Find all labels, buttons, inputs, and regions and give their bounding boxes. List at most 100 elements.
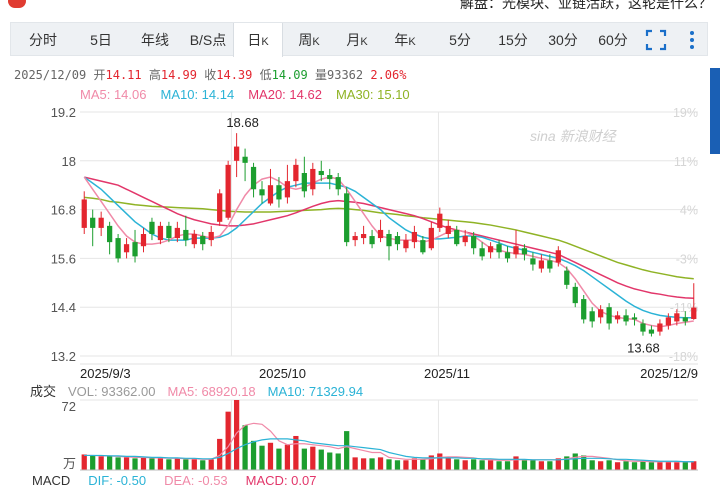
candle-body [267, 185, 274, 204]
candle-body [581, 299, 587, 320]
candle-body [691, 307, 697, 319]
pct-tick-label: -3% [676, 252, 698, 266]
tab-11[interactable]: 60分 [591, 23, 635, 56]
tab-label: 分时 [29, 32, 57, 48]
volume-bar [157, 458, 164, 470]
date-label: 2025/12/9 [640, 366, 698, 381]
candle-body [403, 240, 409, 249]
volume-bar [123, 457, 130, 470]
candle-body [183, 229, 189, 241]
vol-axis-top: 72 [62, 399, 76, 414]
volume-bar [318, 449, 324, 470]
tab-k-suffix: K [408, 36, 416, 48]
tab-label: 月 [346, 32, 361, 48]
volume-bar [631, 462, 638, 470]
fullscreen-icon[interactable] [645, 29, 667, 51]
volume-bar [437, 453, 443, 470]
volume-bar [352, 457, 358, 470]
volume-bar [411, 458, 418, 470]
volume-bar [648, 462, 655, 470]
candle-body [360, 234, 367, 239]
vol_ma10-line [84, 438, 694, 463]
date-label: 2025/10 [259, 366, 306, 381]
tab-9[interactable]: 15分 [491, 23, 535, 56]
tab-1[interactable]: 5日 [83, 23, 119, 56]
candle-body [606, 307, 612, 324]
candle-body [589, 311, 595, 322]
volume-bar [454, 459, 460, 470]
candle-body [284, 181, 291, 198]
close-value: 14.39 [216, 68, 253, 82]
volume-bar [90, 455, 96, 470]
volume-bar [250, 440, 257, 470]
tab-8[interactable]: 5分 [441, 23, 479, 56]
candle-body [344, 193, 350, 243]
candle-body [547, 260, 553, 269]
side-promo-strip[interactable] [710, 68, 720, 154]
tab-0[interactable]: 分时 [25, 23, 61, 56]
tab-k-suffix: K [261, 36, 269, 48]
volume-bar [301, 448, 307, 470]
high-value: 14.99 [160, 68, 197, 82]
tab-10[interactable]: 30分 [541, 23, 585, 56]
malegend-item: MA5: 14.06 [80, 87, 147, 102]
volume-bar [191, 459, 197, 470]
volume-bar [132, 458, 138, 470]
vollegend-item: 成交 [30, 384, 57, 399]
tab-7[interactable]: 年K [385, 23, 425, 56]
tab-5[interactable]: 周K [289, 23, 329, 56]
tab-3[interactable]: B/S点 [183, 23, 233, 56]
volume-bar [208, 459, 214, 470]
candle-body [564, 270, 570, 285]
candle-body [513, 246, 519, 255]
volume-bar [496, 461, 502, 470]
vol_ma5-line [84, 422, 694, 463]
candle-body [462, 236, 468, 243]
tab-label: 60分 [598, 32, 628, 48]
pct-tick-label: 19% [673, 106, 698, 120]
price-tick-label: 15.6 [51, 251, 76, 266]
malegend-item: MA20: 14.62 [248, 87, 322, 102]
volume-bar [547, 461, 553, 470]
ohlc-date: 2025/12/09 [14, 68, 87, 82]
candle-body [682, 317, 688, 322]
tab-k-suffix: K [360, 36, 368, 48]
vertical-dots-icon[interactable] [681, 29, 703, 51]
volume-bar [360, 458, 367, 470]
volume-bar [614, 462, 621, 470]
change-value: 2.06% [370, 68, 407, 82]
volume-bar [403, 460, 409, 470]
candle-body [640, 323, 646, 332]
tab-label: 日 [247, 32, 262, 48]
price-tick-label: 16.8 [51, 203, 76, 218]
vollegend-item: VOL: 93362.00 [68, 384, 156, 399]
open-label: 开 [93, 68, 106, 82]
macdlegend-item: DEA: -0.53 [164, 473, 228, 488]
tab-label: 周 [298, 32, 313, 48]
volume-bar [344, 431, 350, 470]
candle-body [657, 323, 663, 332]
volume-bar [530, 460, 536, 470]
candle-body [530, 258, 536, 265]
tab-4[interactable]: 日K [233, 23, 283, 57]
volume-bar [233, 400, 240, 470]
tab-2[interactable]: 年线 [135, 23, 175, 56]
tab-6[interactable]: 月K [337, 23, 377, 56]
volume-bar [217, 438, 223, 470]
volume-bar [259, 445, 265, 470]
candle-body [445, 225, 451, 234]
candle-body [276, 185, 282, 200]
volume-legend: 成交 VOL: 93362.00 MA5: 68920.18 MA10: 71329.… [30, 381, 375, 400]
volume-bar [589, 460, 595, 470]
candle-body [504, 252, 511, 259]
low-label: 低 [259, 68, 272, 82]
news-headline[interactable]: 解盘：光模块、业链活跃，这轮是什么？ [460, 0, 712, 11]
candle-body [157, 225, 164, 241]
tab-label: 年线 [141, 32, 169, 48]
volume-bar [564, 456, 570, 470]
candle-body [327, 175, 333, 180]
vol-label: 量 [314, 68, 327, 82]
candle-body [487, 246, 494, 253]
candle-body [648, 329, 655, 334]
